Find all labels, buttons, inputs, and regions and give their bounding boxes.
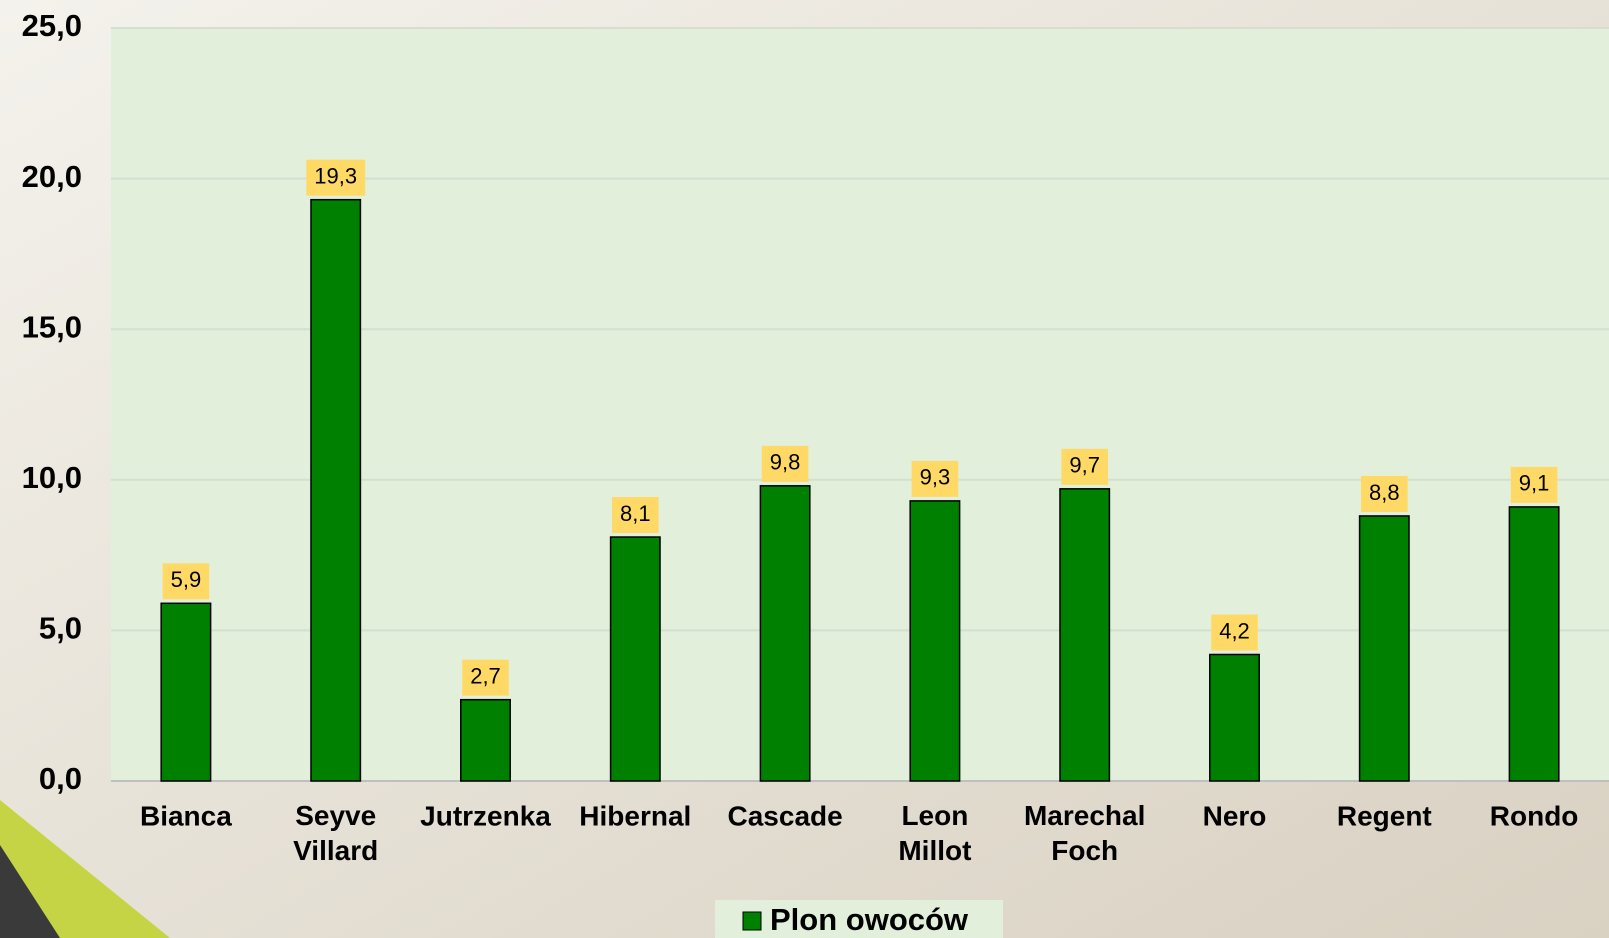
data-label: 19,3 (314, 163, 357, 188)
data-label: 4,2 (1219, 618, 1250, 643)
bar (1508, 506, 1560, 782)
bar (759, 485, 811, 782)
data-label: 9,1 (1519, 471, 1550, 496)
x-tick-label: Marechal Foch (1024, 800, 1145, 866)
y-tick-label: 25,0 (22, 8, 82, 43)
legend-label: Plon owoców (770, 902, 969, 937)
data-label: 9,8 (770, 450, 801, 475)
data-label: 5,9 (171, 567, 202, 592)
bar (1358, 515, 1410, 782)
data-label-box (162, 563, 210, 600)
data-label-box (1211, 614, 1258, 651)
data-label: 8,1 (620, 501, 651, 526)
bar (1059, 488, 1111, 782)
x-tick-label: Rondo (1490, 800, 1579, 831)
data-label-box (1510, 466, 1558, 503)
decoration (0, 800, 170, 938)
x-tick-label: Regent (1337, 800, 1432, 831)
data-label: 9,3 (920, 465, 951, 490)
x-tick-label: Leon Millot (898, 800, 971, 866)
bar (460, 698, 511, 782)
data-label-box (612, 497, 659, 534)
bar (909, 500, 961, 782)
x-tick-label: Jutrzenka (420, 800, 551, 831)
x-tick-label: Nero (1203, 800, 1267, 831)
x-tick-label: Cascade (728, 800, 843, 831)
data-label-box (462, 659, 509, 696)
data-label-box (761, 445, 809, 482)
y-tick-label: 0,0 (39, 761, 82, 796)
bar (310, 198, 362, 782)
bar (1209, 653, 1260, 782)
data-label: 8,8 (1369, 480, 1400, 505)
data-label: 2,7 (470, 663, 501, 688)
x-tick-label: Hibernal (579, 800, 691, 831)
bar (609, 536, 661, 782)
y-tick-label: 10,0 (22, 460, 82, 495)
bar (160, 602, 212, 782)
data-label-box (1361, 475, 1408, 512)
x-tick-label: Bianca (140, 800, 232, 831)
x-tick-label: Seyve Villard (293, 800, 378, 866)
legend (715, 900, 1003, 938)
data-label-box (306, 159, 366, 196)
y-tick-label: 20,0 (22, 159, 82, 194)
data-label-box (1061, 448, 1108, 485)
data-label-box (911, 460, 959, 497)
legend-swatch (742, 911, 762, 931)
y-tick-label: 15,0 (22, 309, 82, 344)
decoration (0, 845, 60, 938)
y-tick-label: 5,0 (39, 611, 82, 646)
data-label: 9,7 (1069, 453, 1100, 478)
